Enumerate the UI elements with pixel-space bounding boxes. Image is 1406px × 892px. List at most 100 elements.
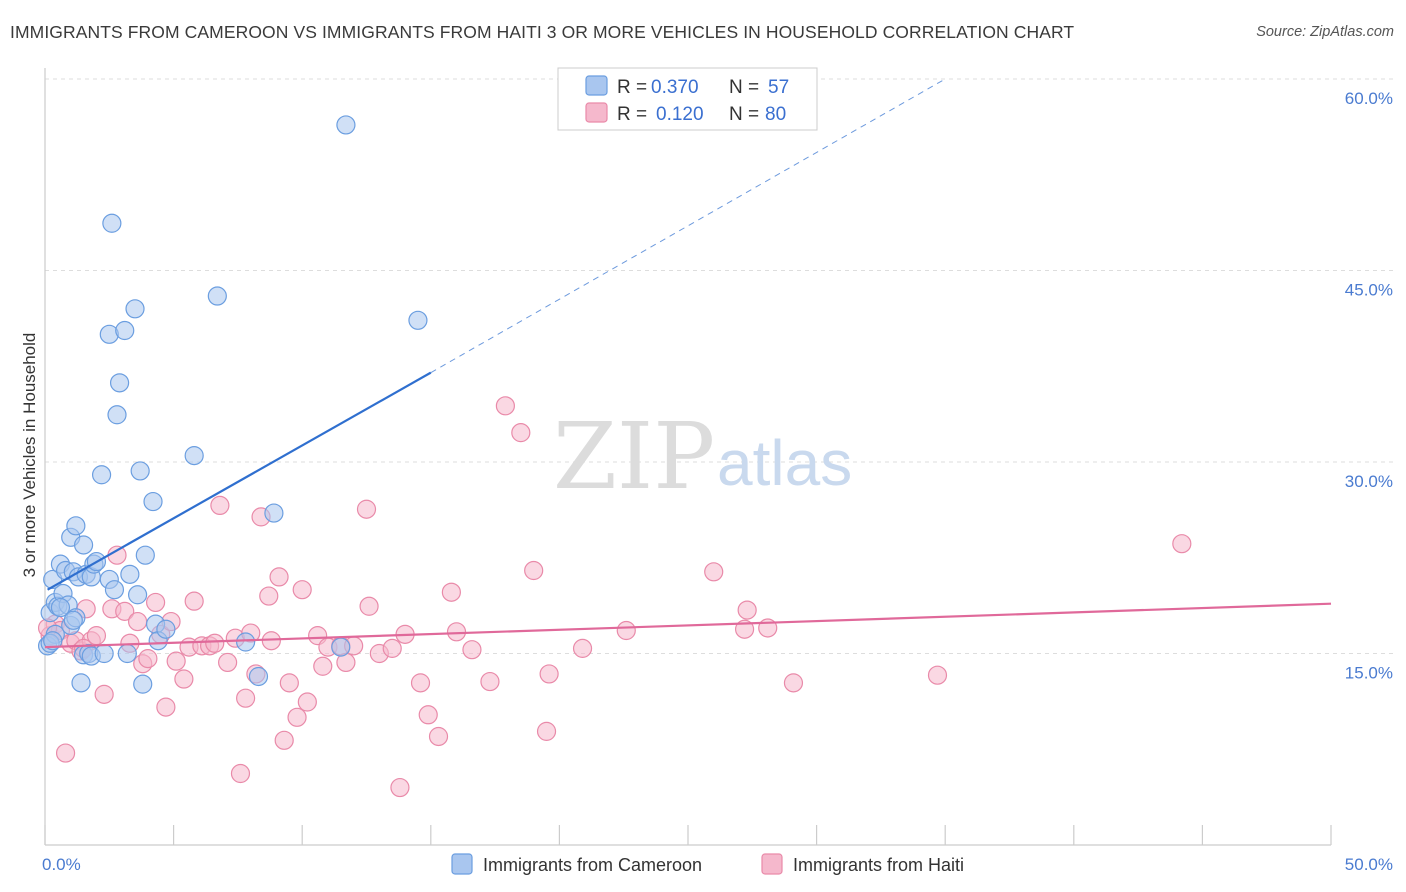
haiti-point xyxy=(428,726,449,747)
haiti-point xyxy=(292,580,312,600)
haiti-point xyxy=(927,665,948,685)
bottom-legend: Immigrants from Cameroon Immigrants from… xyxy=(451,853,964,875)
cameroon-point xyxy=(125,299,145,319)
haiti-point xyxy=(279,673,299,693)
cameroon-point xyxy=(408,310,428,330)
haiti-point xyxy=(205,633,225,653)
cameroon-point xyxy=(264,503,284,523)
haiti-point xyxy=(462,640,482,660)
cameroon-point xyxy=(143,491,163,512)
haiti-point xyxy=(259,586,279,606)
axes xyxy=(44,68,1332,846)
cameroon-point xyxy=(127,585,148,605)
haiti-point xyxy=(616,620,636,641)
haiti-point xyxy=(524,560,544,581)
cameroon-point xyxy=(120,564,140,584)
cameroon-point xyxy=(91,465,112,485)
cameroon-point xyxy=(63,610,83,630)
haiti-point xyxy=(218,652,238,673)
haiti-point xyxy=(441,582,461,602)
cameroon-point xyxy=(336,115,356,135)
y-tick-label: 60.0% xyxy=(1345,89,1393,108)
haiti-point xyxy=(1172,534,1192,554)
y-tick-label: 30.0% xyxy=(1345,472,1393,491)
haiti-point xyxy=(210,495,230,516)
cameroon-point xyxy=(236,632,256,652)
haiti-point xyxy=(55,743,76,763)
cameroon-point xyxy=(115,320,135,341)
haiti-point xyxy=(145,592,166,613)
cameroon-point xyxy=(102,213,122,233)
x-tick-label: 50.0% xyxy=(1345,855,1393,874)
x-tick-labels: 0.0% 50.0% xyxy=(42,855,1393,874)
cameroon-point xyxy=(130,461,150,481)
legend-cameroon-n-value: 57 xyxy=(768,77,789,98)
haiti-point xyxy=(539,664,559,684)
trend-lines xyxy=(44,78,1332,649)
cameroon-point xyxy=(184,446,204,466)
legend-haiti-n-value: 80 xyxy=(765,104,786,125)
haiti-point xyxy=(704,562,724,582)
haiti-point xyxy=(127,611,148,632)
cameroon-trend-line xyxy=(47,371,432,591)
cameroon-point xyxy=(331,637,351,657)
watermark: ZIP atlas xyxy=(553,403,852,510)
haiti-point xyxy=(174,669,194,689)
haiti-point xyxy=(230,763,251,784)
haiti-point xyxy=(356,499,377,519)
haiti-point xyxy=(737,600,757,620)
haiti-point xyxy=(287,707,307,727)
haiti-point xyxy=(480,671,500,692)
haiti-point xyxy=(138,649,158,669)
x-tick-label: 0.0% xyxy=(42,855,81,874)
watermark-zip: ZIP xyxy=(553,403,715,510)
bottom-legend-swatch-cameroon xyxy=(451,853,473,875)
cameroon-point xyxy=(94,643,114,664)
cameroon-point xyxy=(107,405,127,425)
haiti-point xyxy=(94,684,114,704)
haiti-point xyxy=(390,777,410,798)
legend-cameroon-r-value: 0.370 xyxy=(651,77,699,98)
legend-cameroon-r-label: R = xyxy=(617,77,647,98)
bottom-legend-haiti: Immigrants from Haiti xyxy=(793,855,964,875)
y-tick-label: 15.0% xyxy=(1345,664,1393,683)
cameroon-point xyxy=(50,597,71,618)
haiti-point xyxy=(313,656,333,676)
cameroon-point xyxy=(135,545,155,565)
haiti-point xyxy=(410,673,431,693)
haiti-point xyxy=(536,721,557,741)
haiti-point xyxy=(446,622,467,642)
haiti-trend-line xyxy=(44,602,1332,649)
watermark-atlas: atlas xyxy=(717,427,852,499)
haiti-point xyxy=(156,697,176,717)
bottom-legend-cameroon: Immigrants from Cameroon xyxy=(483,855,702,875)
source-label: Source: ZipAtlas.com xyxy=(1256,24,1394,40)
haiti-point xyxy=(382,638,402,658)
bottom-legend-swatch-haiti xyxy=(761,853,783,875)
cameroon-point xyxy=(104,580,125,600)
cameroon-point xyxy=(156,619,176,639)
legend-haiti-r-value: 0.120 xyxy=(656,104,704,125)
haiti-point xyxy=(297,692,317,712)
haiti-point xyxy=(166,651,186,671)
legend-swatch-haiti xyxy=(585,102,608,123)
cameroon-point xyxy=(207,286,227,306)
haiti-point xyxy=(274,730,294,750)
haiti-point xyxy=(236,688,256,708)
y-tick-label: 45.0% xyxy=(1345,281,1393,300)
legend-cameroon-n-label: N = xyxy=(729,77,759,98)
haiti-point xyxy=(511,423,531,443)
haiti-point xyxy=(495,396,515,416)
cameroon-point xyxy=(117,643,137,664)
y-tick-labels: 15.0% 30.0% 45.0% 60.0% xyxy=(1345,89,1393,683)
legend-haiti-n-label: N = xyxy=(729,104,759,125)
haiti-point xyxy=(783,673,804,693)
legend-haiti-r-label: R = xyxy=(617,104,647,125)
haiti-point xyxy=(572,638,593,658)
y-axis-label: 3 or more Vehicles in Household xyxy=(20,333,39,578)
cameroon-point xyxy=(109,373,130,393)
haiti-point xyxy=(418,705,438,725)
haiti-point xyxy=(359,596,379,616)
cameroon-point xyxy=(133,674,153,694)
